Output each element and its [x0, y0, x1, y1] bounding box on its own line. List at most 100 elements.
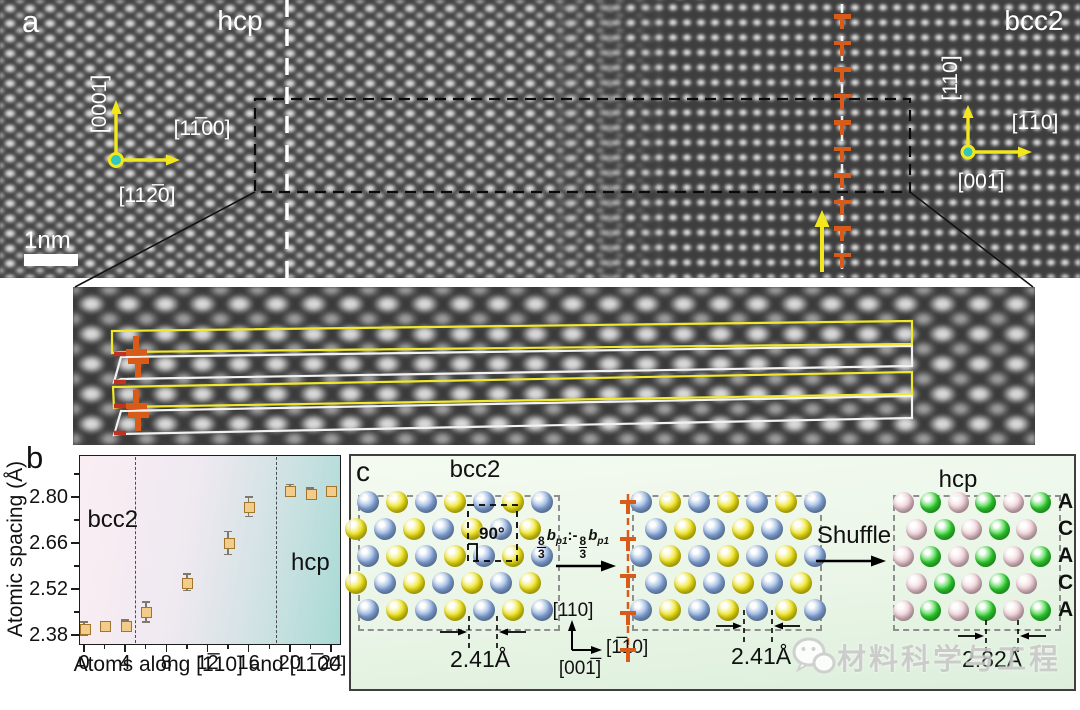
dislocation-symbol — [620, 537, 636, 553]
atom-Y — [717, 491, 739, 513]
stacking-label: C — [1058, 571, 1074, 594]
atom-B — [630, 599, 652, 621]
atom-Y — [775, 599, 797, 621]
atom-B — [357, 599, 379, 621]
atom-Y — [444, 545, 466, 567]
axis-label-110: [110] — [939, 55, 962, 101]
data-point — [285, 485, 297, 497]
data-point — [326, 485, 338, 497]
error-cap — [224, 553, 233, 556]
x-minor-tick — [268, 645, 270, 649]
x-tick — [206, 645, 209, 652]
atom-Y — [461, 572, 484, 594]
atom-Y — [386, 599, 408, 621]
atom-P — [1002, 545, 1024, 567]
atom-P — [906, 572, 928, 594]
atom-Y — [673, 572, 696, 594]
panel-a-label: a — [22, 4, 40, 39]
atom-Y — [659, 491, 681, 513]
atom-B — [688, 491, 710, 513]
dislocation-symbol — [620, 611, 636, 627]
atom-P — [947, 491, 969, 513]
atom-B — [746, 599, 768, 621]
atom-Y — [519, 572, 542, 594]
atom-Y — [519, 518, 542, 540]
error-cap — [80, 634, 88, 636]
dislocation-symbol — [620, 648, 636, 664]
c-axis-110: [110] — [552, 600, 594, 621]
y-minor-tick — [74, 565, 79, 567]
atom-B — [688, 545, 710, 567]
stacking-label: A — [1058, 490, 1074, 513]
atom-G — [920, 491, 941, 513]
error-cap — [80, 621, 88, 623]
x-minor-tick — [103, 645, 106, 649]
atom-B — [644, 518, 667, 540]
atom-B — [473, 599, 495, 621]
y-tick — [71, 496, 79, 498]
dislocation-symbol — [833, 93, 851, 111]
x-tick-label: 16 — [237, 652, 260, 674]
y-tick-label: 2.38 — [29, 624, 68, 646]
atom-B — [357, 491, 379, 513]
error-cap — [182, 573, 191, 575]
bcc2-region-label: bcc2 — [1004, 5, 1064, 36]
dislocation-symbol — [833, 252, 851, 270]
atom-B — [531, 545, 553, 567]
dislocation-symbol — [833, 146, 851, 164]
atom-B — [804, 491, 826, 513]
error-cap — [306, 486, 315, 489]
atom-P — [1016, 518, 1038, 540]
x-tick-label: 20 — [278, 652, 301, 674]
dislocation-symbol — [833, 226, 851, 243]
x-minor-tick — [186, 645, 188, 649]
atom-P — [1016, 572, 1038, 594]
atom-G — [975, 491, 996, 513]
atom-B — [473, 545, 495, 567]
dislocation-symbol — [833, 14, 851, 31]
watermark-text: 材料科学与工程 — [837, 644, 1062, 676]
atom-Y — [731, 518, 754, 540]
atom-B — [760, 572, 783, 594]
atom-B — [415, 545, 437, 567]
atom-B — [432, 572, 455, 594]
data-point — [141, 607, 153, 619]
atom-G — [920, 599, 941, 621]
atom-G — [933, 572, 955, 594]
region-label-hcp: hcp — [291, 548, 330, 576]
x-minor-tick — [145, 645, 147, 649]
atom-P — [906, 518, 928, 540]
atom-P — [892, 599, 914, 621]
atom-G — [920, 545, 941, 567]
error-cap — [182, 589, 191, 592]
atom-Y — [444, 491, 466, 513]
y-tick — [71, 542, 79, 544]
axis-label--110: [1̅10] — [1011, 111, 1059, 134]
hcp-schematic-title: hcp — [938, 466, 978, 493]
atom-B — [473, 491, 495, 513]
x-minor-tick — [227, 645, 229, 649]
x-minor-tick — [309, 645, 312, 649]
chart-plot-area — [79, 455, 341, 645]
x-tick — [83, 645, 85, 652]
chart-x-axis-title: Atoms along [1̅10] and [11̅00] — [73, 653, 347, 676]
atom-Y — [345, 572, 368, 594]
atom-B — [531, 599, 553, 621]
atom-P — [892, 491, 914, 513]
atom-Y — [386, 491, 408, 513]
zoom-inset — [73, 287, 1035, 445]
dislocation-symbol — [127, 412, 149, 433]
dislocation-symbol — [833, 173, 851, 190]
error-cap — [224, 530, 233, 533]
y-tick-label: 2.52 — [29, 577, 68, 600]
atom-Y — [345, 518, 368, 540]
atom-B — [432, 518, 455, 540]
atom-G — [975, 545, 996, 567]
atom-Y — [444, 599, 466, 621]
atom-Y — [673, 518, 696, 540]
atom-P — [961, 572, 983, 594]
atom-B — [746, 491, 768, 513]
atom-Y — [789, 572, 812, 594]
